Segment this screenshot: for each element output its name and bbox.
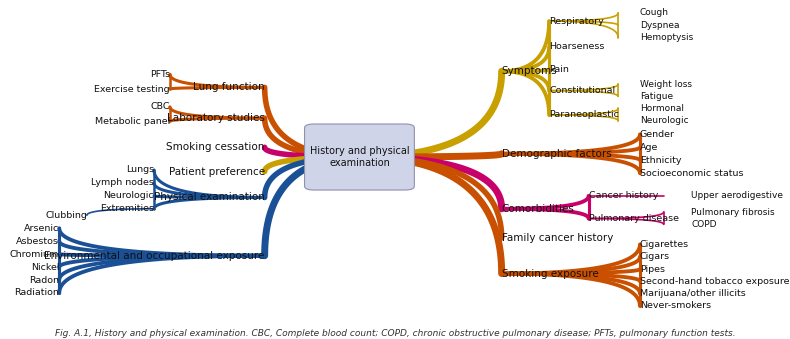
Text: Neurologic: Neurologic [103,192,154,200]
Text: History and physical
examination: History and physical examination [310,146,409,168]
Text: Radiation: Radiation [14,288,59,298]
Text: CBC: CBC [150,102,170,111]
Text: Exercise testing: Exercise testing [94,84,170,94]
Text: Fatigue: Fatigue [640,92,673,101]
Text: Hoarseness: Hoarseness [549,42,604,52]
Text: Extremities: Extremities [100,204,154,213]
Text: Cigarettes: Cigarettes [640,240,689,249]
Text: Upper aerodigestive: Upper aerodigestive [691,192,783,200]
FancyBboxPatch shape [305,124,414,190]
Text: Gender: Gender [640,130,675,139]
Text: Patient preference: Patient preference [168,166,265,177]
Text: Neurologic: Neurologic [640,116,689,125]
Text: Hormonal: Hormonal [640,104,684,113]
Text: Socioeconomic status: Socioeconomic status [640,169,743,178]
Text: Physical examination: Physical examination [154,193,265,202]
Text: Cancer history: Cancer history [589,192,658,200]
Text: Radon: Radon [29,276,59,284]
Text: Paraneoplastic: Paraneoplastic [549,111,619,119]
Text: Never-smokers: Never-smokers [640,301,711,311]
Text: Asbestos: Asbestos [17,237,59,246]
Text: PFTs: PFTs [150,70,170,79]
Text: Constitutional: Constitutional [549,86,615,95]
Text: Respiratory: Respiratory [549,17,604,25]
Text: Lung function: Lung function [193,82,265,93]
Text: Hemoptysis: Hemoptysis [640,33,693,42]
Text: Metabolic panel: Metabolic panel [95,117,170,126]
Text: Pulmonary disease: Pulmonary disease [589,214,679,223]
Text: Pain: Pain [549,65,569,74]
Text: Environmental and occupational exposure: Environmental and occupational exposure [44,251,265,261]
Text: Laboratory studies: Laboratory studies [167,113,265,123]
Text: Family cancer history: Family cancer history [502,233,613,243]
Text: Clubbing: Clubbing [45,211,87,220]
Text: Smoking exposure: Smoking exposure [502,268,598,279]
Text: COPD: COPD [691,220,717,229]
Text: Symptoms: Symptoms [502,66,557,76]
Text: Arsenic: Arsenic [24,224,59,233]
Text: Ethnicity: Ethnicity [640,156,682,165]
Text: Dyspnea: Dyspnea [640,21,679,30]
Text: Nickel: Nickel [31,263,59,272]
Text: Weight loss: Weight loss [640,80,692,89]
Text: Comorbidities: Comorbidities [502,204,574,214]
Text: Lungs: Lungs [126,165,154,175]
Text: Lymph nodes: Lymph nodes [91,178,154,187]
Text: Fig. A.1, History and physical examination. CBC, Complete blood count; COPD, chr: Fig. A.1, History and physical examinati… [55,329,735,338]
Text: Marijuana/other illicits: Marijuana/other illicits [640,289,746,298]
Text: Pulmonary fibrosis: Pulmonary fibrosis [691,207,775,217]
Text: Cigars: Cigars [640,252,670,261]
Text: Age: Age [640,143,658,152]
Text: Demographic factors: Demographic factors [502,149,611,159]
Text: Second-hand tobacco exposure: Second-hand tobacco exposure [640,277,789,286]
Text: Cough: Cough [640,8,669,17]
Text: Pipes: Pipes [640,264,665,274]
Text: Chromium: Chromium [10,250,59,259]
Text: Smoking cessation: Smoking cessation [166,142,265,152]
